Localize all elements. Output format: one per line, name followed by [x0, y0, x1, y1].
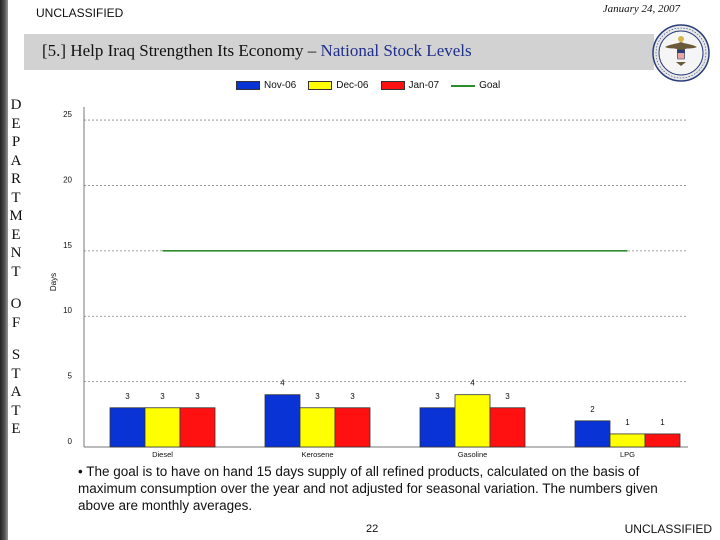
data-label: 3	[350, 392, 355, 401]
data-label: 1	[660, 418, 665, 427]
slide-title: [5.] Help Iraq Strengthen Its Economy – …	[42, 41, 472, 61]
bar-gasoline-jan-07	[489, 407, 526, 448]
title-accent: National Stock Levels	[320, 41, 472, 60]
legend-swatch-dec06	[308, 81, 333, 90]
department-of-state-vertical-text: D E P A R T M E N T O F S T A T E	[8, 96, 24, 439]
bar-kerosene-jan-07	[334, 407, 371, 448]
slide-date: January 24, 2007	[602, 3, 680, 15]
bar-diesel-nov-06	[109, 407, 146, 448]
y-tick-label: 0	[68, 437, 73, 446]
data-label: 3	[435, 392, 440, 401]
legend-item-dec06: Dec-06	[308, 80, 369, 91]
sidebar-letter: M	[9, 208, 23, 224]
sidebar-letter: T	[11, 189, 21, 206]
bar-lpg-jan-07	[644, 433, 681, 448]
sidebar-letter: E	[11, 115, 21, 132]
bar-lpg-nov-06	[574, 420, 611, 448]
legend-swatch-nov06	[236, 81, 260, 90]
sidebar-letter: A	[10, 384, 22, 400]
bar-diesel-jan-07	[179, 407, 216, 448]
data-label: 4	[470, 379, 475, 388]
sidebar-letter: F	[11, 314, 21, 331]
data-label: 4	[280, 379, 285, 388]
data-label: 1	[625, 418, 630, 427]
bar-gasoline-nov-06	[419, 407, 456, 448]
legend-label-dec06: Dec-06	[336, 80, 369, 91]
sidebar-gap	[8, 332, 24, 346]
sidebar-gap	[8, 281, 24, 295]
category-label: Gasoline	[458, 450, 488, 459]
y-tick-label: 25	[63, 110, 72, 119]
sidebar-letter: S	[11, 347, 21, 363]
y-tick-label: 10	[63, 306, 72, 315]
data-label: 3	[125, 392, 130, 401]
bar-lpg-dec-06	[609, 433, 646, 448]
chart-legend: Nov-06 Dec-06 Jan-07 Goal	[236, 80, 512, 91]
y-axis-label: Days	[49, 273, 58, 291]
sidebar-letter: E	[11, 421, 21, 437]
sidebar-letter: T	[11, 365, 21, 382]
y-tick-label: 15	[63, 241, 72, 250]
legend-label-goal: Goal	[479, 80, 501, 91]
legend-swatch-jan07	[380, 81, 405, 90]
sidebar-letter: P	[11, 134, 21, 150]
legend-label-jan07: Jan-07	[408, 80, 440, 91]
category-label: Kerosene	[301, 450, 333, 459]
bar-kerosene-nov-06	[264, 394, 301, 448]
stock-levels-chart: 0 5 10 15 20 25 Days 3 3 3 Diesel 4 3 3 Kerosene 3 4 3 Gas…	[49, 107, 688, 459]
sidebar-letter: A	[10, 152, 22, 169]
y-tick-label: 5	[68, 372, 73, 381]
department-of-state-seal-icon	[652, 24, 710, 82]
data-label: 3	[160, 392, 165, 401]
legend-item-nov06: Nov-06	[236, 80, 296, 91]
sidebar-letter: T	[11, 402, 21, 419]
legend-label-nov06: Nov-06	[264, 80, 297, 91]
legend-item-goal: Goal	[451, 80, 500, 91]
sidebar-letter: E	[11, 226, 21, 243]
bar-diesel-dec-06	[144, 407, 181, 448]
y-tick-label: 20	[63, 175, 72, 184]
legend-item-jan07: Jan-07	[380, 80, 440, 91]
page-number: 22	[366, 523, 379, 535]
left-decorative-bar	[0, 0, 8, 540]
data-label: 3	[315, 392, 320, 401]
bar-gasoline-dec-06	[454, 394, 491, 448]
bar-kerosene-dec-06	[299, 407, 336, 448]
sidebar-letter: O	[10, 296, 22, 312]
sidebar-letter: N	[10, 245, 22, 261]
sidebar-letter: T	[11, 263, 21, 280]
data-label: 3	[505, 392, 510, 401]
title-prefix: [5.] Help Iraq Strengthen Its Economy –	[42, 41, 321, 60]
classification-header: UNCLASSIFIED	[36, 6, 124, 20]
data-label: 2	[590, 405, 595, 414]
category-label: LPG	[620, 450, 635, 459]
sidebar-letter: D	[10, 97, 22, 113]
title-bar	[24, 34, 654, 70]
goal-note: • The goal is to have on hand 15 days su…	[78, 464, 658, 513]
classification-footer: UNCLASSIFIED	[624, 522, 712, 536]
legend-swatch-goal	[451, 84, 476, 87]
sidebar-letter: R	[10, 171, 21, 187]
category-label: Diesel	[152, 450, 173, 459]
data-label: 3	[195, 392, 200, 401]
